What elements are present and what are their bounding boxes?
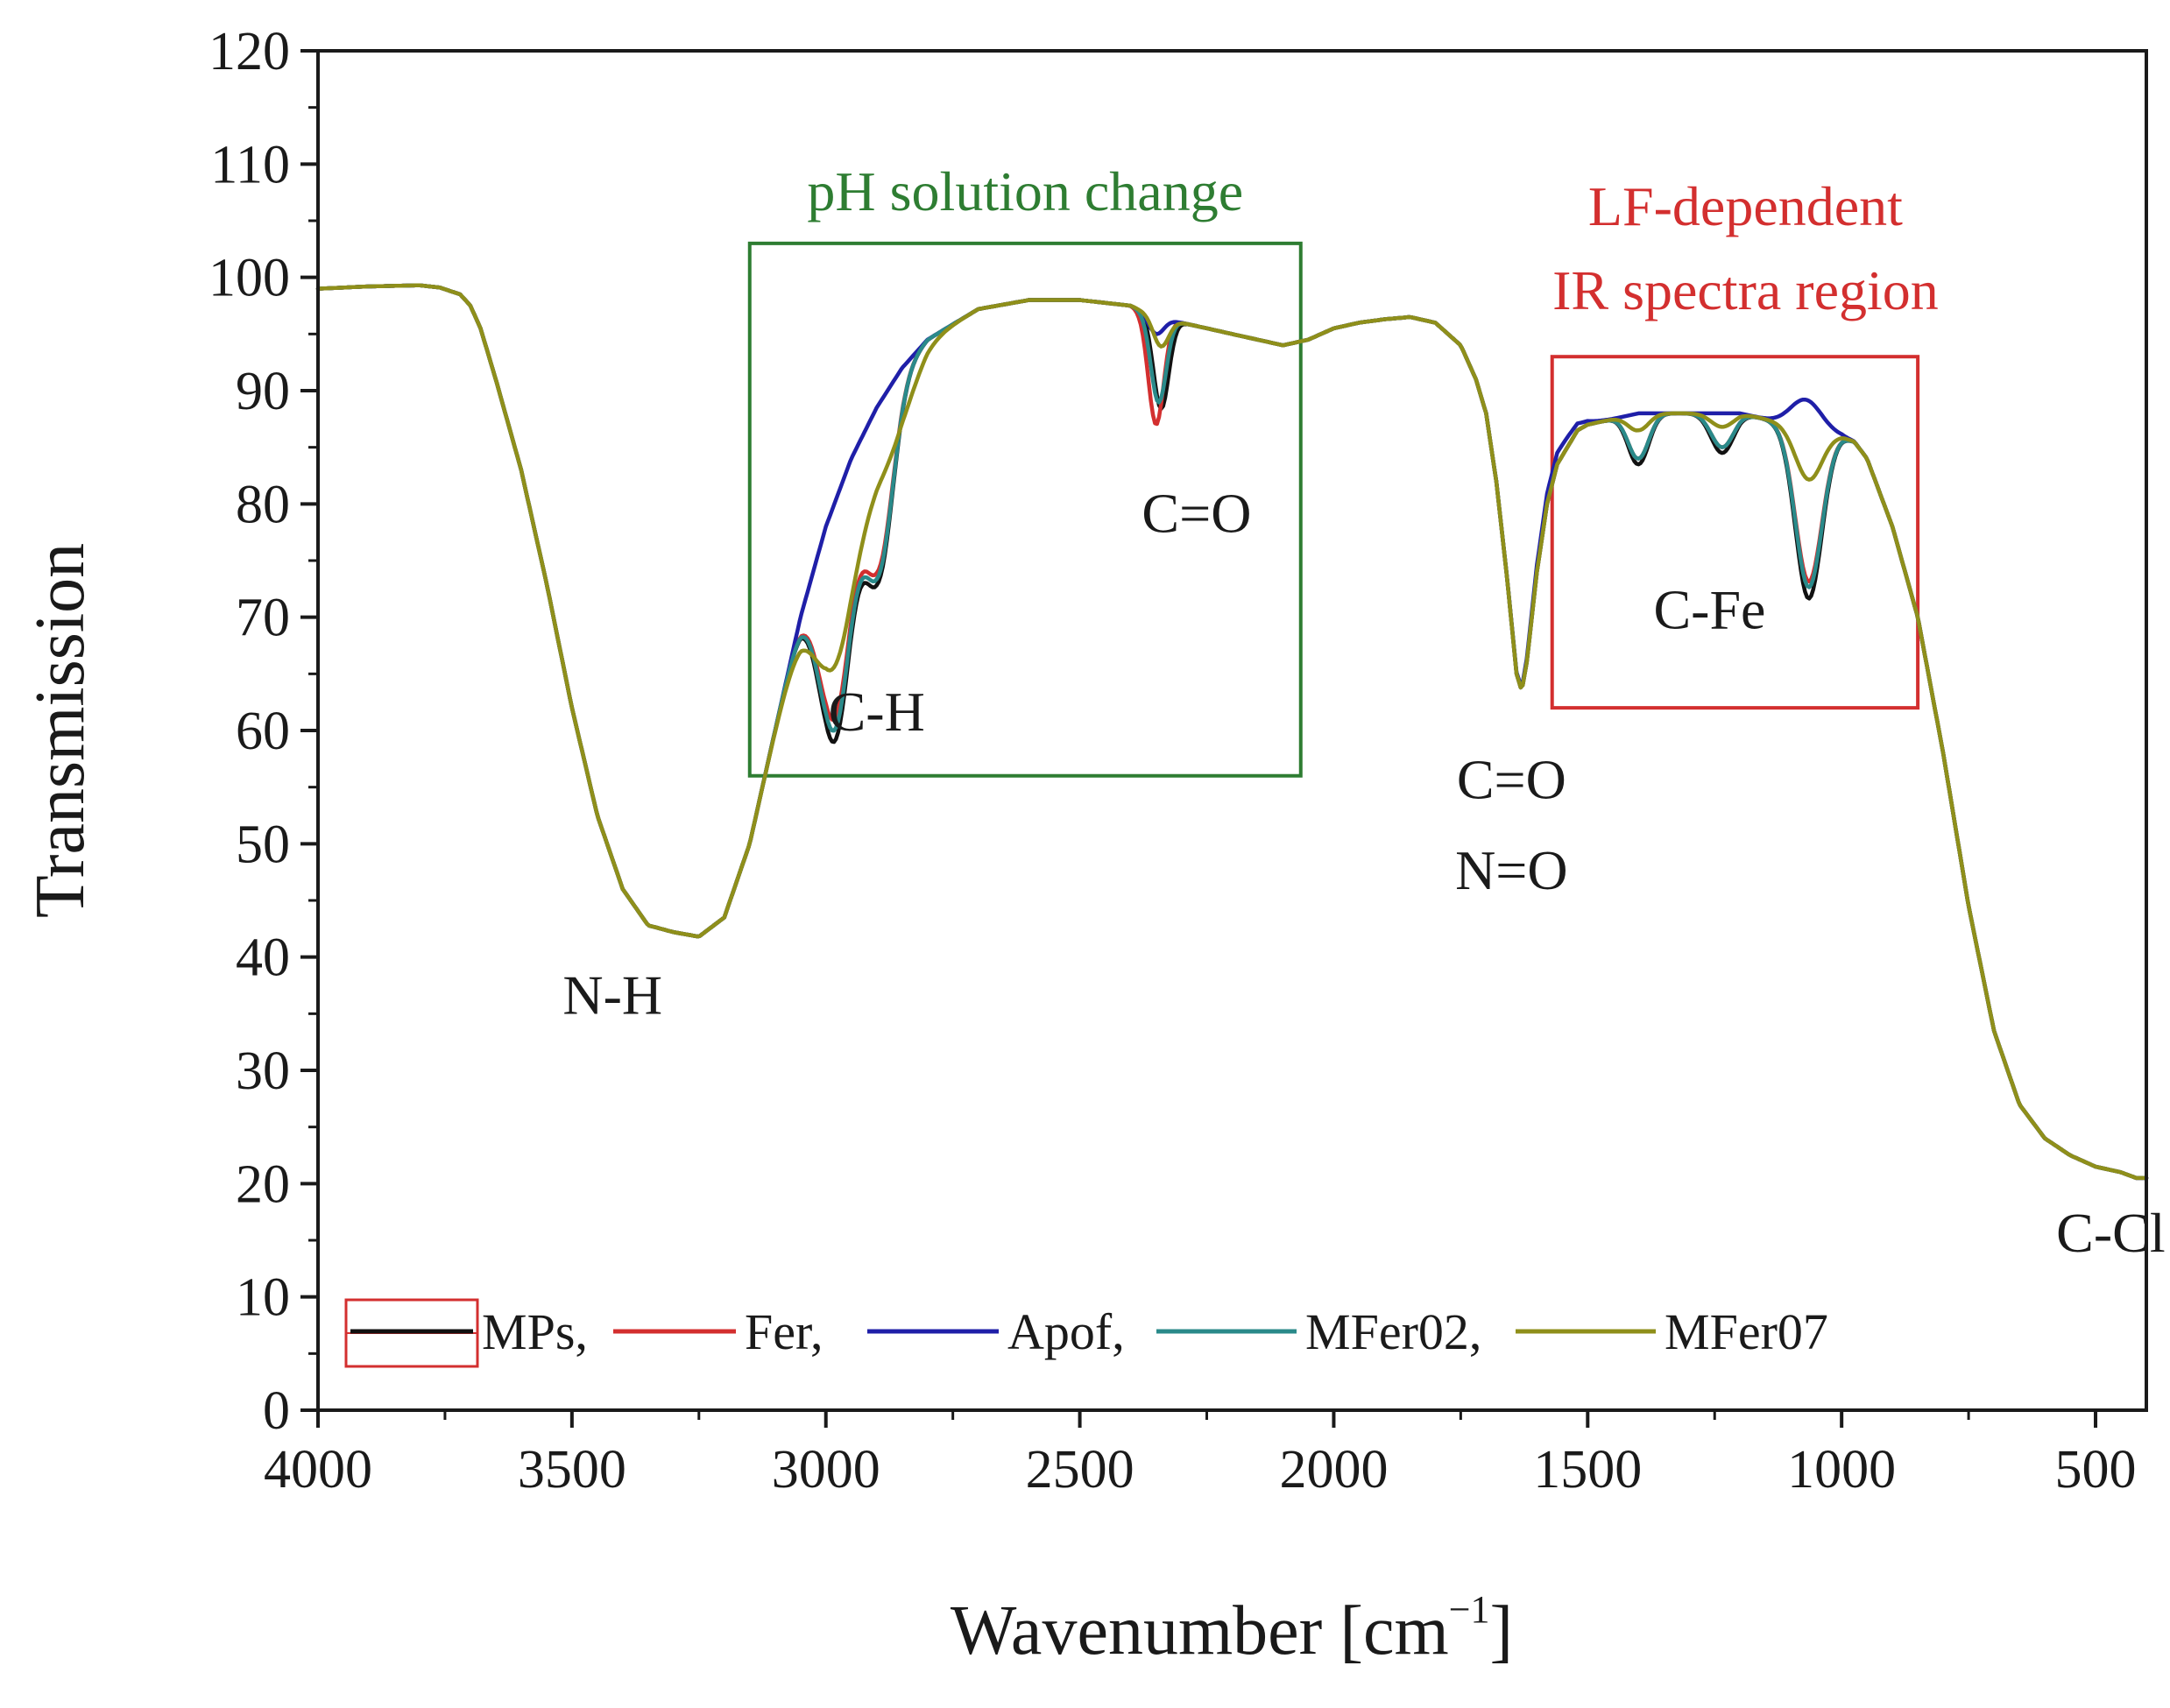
annotation-5: N=O [1455,839,1568,901]
region-box-1 [747,241,1303,778]
annotation-7: C-Cl [2056,1202,2165,1264]
y-tick-label: 110 [210,135,290,194]
annotation-6: C-Fe [1653,579,1765,641]
legend-label-2: Fer, [745,1303,823,1360]
y-tick-label: 20 [236,1154,290,1214]
region-label-2-line-2: IR spectra region [1552,259,1939,321]
x-tick-label: 2500 [1026,1440,1134,1500]
y-tick-label: 80 [236,475,290,534]
y-tick-label: 70 [236,589,290,648]
x-tick-label: 3500 [518,1440,626,1500]
y-tick-label: 30 [236,1041,290,1101]
y-axis-ticks: 0 10 20 30 40 50 60 70 80 90 100 110 120 [209,22,318,1441]
legend-label-3: Apof, [1007,1303,1125,1360]
legend-label-4: MFer02, [1305,1303,1481,1360]
region-label-1: pH solution change [807,160,1243,222]
series-line-5 [315,283,2149,1181]
y-tick-label: 60 [236,702,290,761]
region-box-2 [1550,355,1920,710]
x-tick-label: 1000 [1787,1440,1896,1500]
y-tick-label: 100 [209,249,290,308]
y-tick-label: 120 [209,22,290,81]
x-tick-label: 500 [2055,1440,2137,1500]
annotation-3: C=O [1142,483,1251,545]
x-axis-title-superscript: −1 [1449,1588,1490,1631]
y-tick-label: 90 [236,362,290,421]
annotation-2: C-H [829,681,925,743]
annotation-1: N-H [562,963,662,1026]
x-axis-title-main: Wavenumber [cm [951,1592,1449,1669]
x-tick-label: 2000 [1279,1440,1388,1500]
x-tick-label: 4000 [264,1440,372,1500]
x-axis-ticks: 4000 3500 3000 2500 2000 1500 1000 500 [264,1410,2137,1500]
y-tick-label: 0 [263,1381,290,1441]
legend-label-5: MFer07 [1665,1303,1828,1360]
x-tick-label: 3000 [772,1440,880,1500]
x-axis-title: Wavenumber [cm−1] [951,1588,1513,1669]
x-axis-title-bracket: ] [1490,1592,1514,1669]
peak-annotations: N-H C-H C=O C=O N=O C-Fe C-Cl [562,483,2165,1264]
region-boxes: pH solution change LF-dependent IR spectra… [747,160,1939,778]
y-tick-label: 50 [236,815,290,874]
region-label-2-line-1: LF-dependent [1588,175,1903,237]
legend-label-1: MPs, [482,1303,588,1360]
y-axis-title: Transmission [22,543,99,918]
x-tick-label: 1500 [1533,1440,1642,1500]
y-tick-label: 40 [236,928,290,988]
y-tick-label: 10 [236,1268,290,1328]
legend: MPs, Fer, Apof, MFer02, MFer07 [344,1298,1828,1368]
series-lines [315,283,2149,1181]
annotation-4: C=O [1457,749,1566,811]
